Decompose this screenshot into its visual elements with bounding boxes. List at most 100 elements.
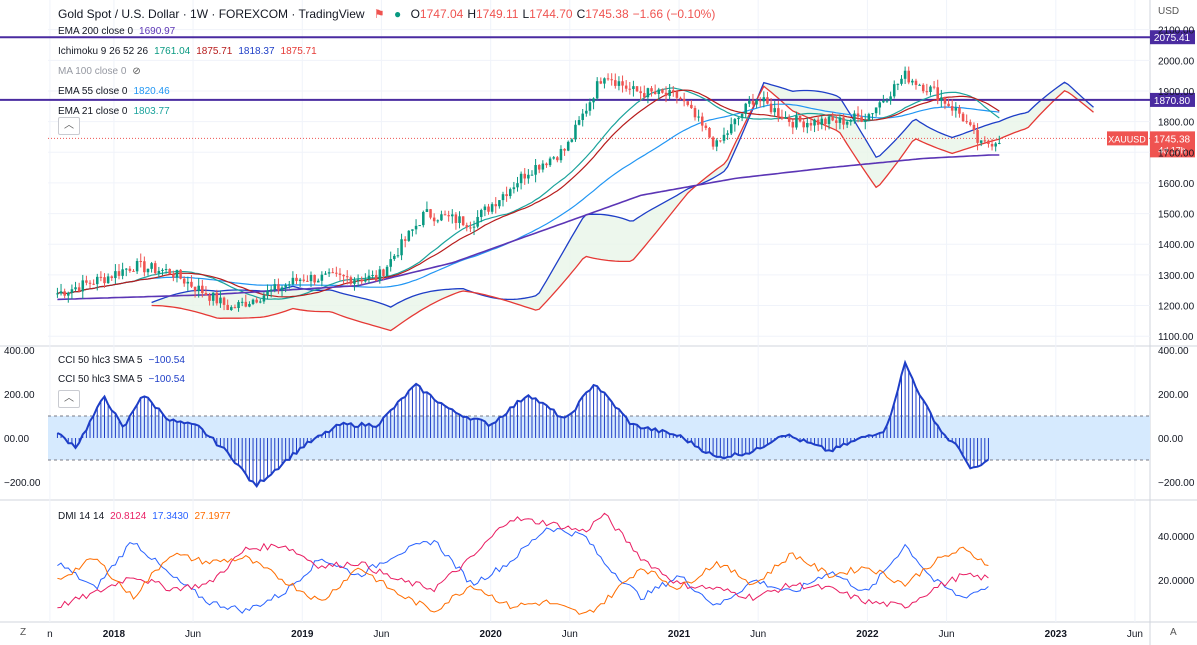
candle-body bbox=[708, 127, 711, 138]
auto-scale-button[interactable]: A bbox=[1170, 627, 1177, 638]
candle-body bbox=[367, 275, 371, 280]
candle-body bbox=[987, 140, 990, 144]
candle-body bbox=[758, 100, 762, 102]
candle-body bbox=[219, 297, 222, 304]
indicator-row[interactable]: EMA 21 close 0 1803.77 bbox=[58, 106, 176, 117]
candle-body bbox=[719, 140, 722, 142]
legend-collapse-button[interactable]: ︿ bbox=[58, 117, 80, 135]
candle-body bbox=[545, 163, 548, 166]
candle-body bbox=[487, 206, 490, 212]
symbol-label: XAUUSD bbox=[1108, 134, 1146, 144]
candle-body bbox=[972, 124, 976, 131]
indicator-row[interactable]: Ichimoku 9 26 52 26 1761.04 1875.71 1818.37… bbox=[58, 46, 323, 57]
candle-body bbox=[342, 274, 345, 277]
candle-body bbox=[936, 87, 939, 101]
candle-body bbox=[617, 81, 621, 86]
cci-legend-row[interactable]: CCI 50 hlc3 SMA 5 −100.54 bbox=[58, 374, 191, 385]
candle-body bbox=[135, 261, 139, 272]
candle-body bbox=[335, 272, 338, 274]
candle-body bbox=[425, 209, 429, 212]
price-tick-label: 1200.00 bbox=[1158, 302, 1195, 313]
candle-body bbox=[784, 117, 787, 119]
candle-body bbox=[407, 230, 411, 241]
candle-body bbox=[614, 80, 617, 86]
candle-body bbox=[215, 292, 219, 304]
hidden-eye-icon[interactable]: ⊘ bbox=[132, 66, 141, 77]
time-tick-label: Jun bbox=[1127, 629, 1143, 640]
candle-body bbox=[143, 261, 146, 273]
zoom-reset-button[interactable]: Z bbox=[20, 627, 27, 638]
alert-flag-icon[interactable]: ⚑ bbox=[373, 7, 385, 21]
time-tick-label: Jun bbox=[750, 629, 766, 640]
candle-body bbox=[150, 263, 153, 269]
time-tick-label: 2022 bbox=[856, 629, 879, 640]
market-status-icon[interactable]: ● bbox=[393, 7, 402, 21]
candle-body bbox=[548, 158, 552, 166]
candle-body bbox=[867, 114, 871, 121]
symbol-label-bg bbox=[1107, 131, 1148, 146]
candle-body bbox=[780, 116, 784, 119]
dmi-value: 17.3430 bbox=[152, 511, 189, 522]
indicator-row[interactable]: EMA 200 close 0 1690.97 bbox=[58, 26, 181, 37]
symbol-title[interactable]: Gold Spot / U.S. Dollar · 1W · FOREXCOM … bbox=[58, 7, 365, 21]
candle-body bbox=[81, 280, 85, 292]
candle-body bbox=[494, 204, 498, 207]
indicator-value: 1690.97 bbox=[139, 26, 176, 37]
candle-body bbox=[393, 255, 396, 260]
cci-value: −100.54 bbox=[148, 374, 185, 385]
indicator-row[interactable]: MA 100 close 0 ⊘ bbox=[58, 66, 147, 77]
candle-body bbox=[733, 119, 737, 125]
candle-body bbox=[400, 239, 403, 256]
cci-tick-label-left: 400.00 bbox=[4, 346, 35, 357]
ohlc-key: O bbox=[410, 7, 420, 21]
candle-body bbox=[364, 279, 367, 282]
candle-body bbox=[106, 276, 110, 284]
ohlc-number: 1747.04 bbox=[419, 7, 464, 21]
candle-body bbox=[853, 113, 856, 121]
candle-body bbox=[907, 70, 911, 83]
candle-body bbox=[262, 295, 266, 302]
candle-body bbox=[737, 117, 740, 120]
candle-body bbox=[856, 113, 860, 117]
ohlc-key: H bbox=[467, 7, 476, 21]
candle-body bbox=[110, 276, 114, 279]
candle-body bbox=[320, 274, 324, 281]
candle-body bbox=[693, 108, 697, 118]
candle-body bbox=[650, 88, 653, 92]
candle-body bbox=[233, 307, 237, 309]
candle-body bbox=[523, 173, 527, 179]
candle-body bbox=[530, 174, 534, 176]
candle-body bbox=[331, 272, 335, 274]
candle-body bbox=[715, 140, 719, 147]
candle-body bbox=[519, 173, 523, 184]
candle-body bbox=[610, 79, 613, 81]
cci-legend-collapse-button[interactable]: ︿ bbox=[58, 390, 80, 408]
candle-body bbox=[465, 225, 469, 228]
candle-body bbox=[59, 291, 63, 294]
candle-body bbox=[103, 277, 106, 284]
cci-legend-row[interactable]: CCI 50 hlc3 SMA 5 −100.54 bbox=[58, 355, 191, 366]
currency-label[interactable]: USD bbox=[1158, 6, 1180, 17]
candle-body bbox=[845, 121, 849, 125]
candle-body bbox=[447, 215, 450, 217]
bar-countdown-label: 4d 17h bbox=[1158, 145, 1186, 155]
candle-body bbox=[628, 88, 632, 90]
candle-body bbox=[327, 272, 331, 274]
dmi-value: 20.8124 bbox=[110, 511, 147, 522]
candle-body bbox=[690, 104, 693, 109]
candle-body bbox=[566, 141, 570, 151]
candle-body bbox=[668, 90, 671, 96]
candle-body bbox=[563, 148, 566, 151]
candle-body bbox=[958, 107, 961, 114]
dmi-pane bbox=[57, 512, 989, 615]
price-tick-label: 1400.00 bbox=[1158, 240, 1195, 251]
indicator-row[interactable]: EMA 55 close 0 1820.46 bbox=[58, 86, 176, 97]
candle-body bbox=[501, 194, 505, 201]
dmi-line bbox=[57, 546, 989, 615]
candle-body bbox=[838, 117, 842, 123]
candle-body bbox=[454, 214, 458, 223]
candle-body bbox=[748, 100, 751, 104]
price-tick-label: 1100.00 bbox=[1158, 332, 1194, 343]
